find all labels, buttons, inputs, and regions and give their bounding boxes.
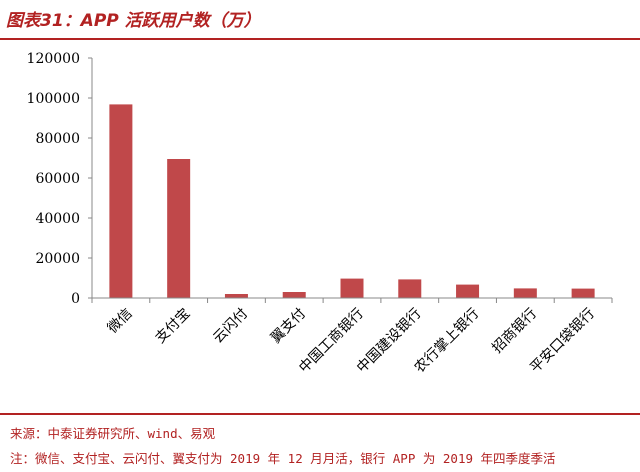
x-tick-label: 招商银行 <box>489 306 540 357</box>
x-tick-label: 支付宝 <box>152 306 193 347</box>
y-tick-label: 120000 <box>27 51 80 67</box>
y-tick-label: 40000 <box>35 211 80 227</box>
x-tick-label: 微信 <box>105 306 136 337</box>
title-divider <box>0 38 640 40</box>
bar-1 <box>109 104 133 299</box>
bar-7 <box>456 284 480 298</box>
bar-6 <box>398 279 422 298</box>
bar-chart: 0 20000 40000 60000 80000 100000 120000 微信 支付宝云… <box>27 51 613 376</box>
y-axis: 0 20000 40000 60000 80000 100000 120000 <box>27 51 93 307</box>
bars <box>109 104 595 299</box>
bar-5 <box>340 278 364 298</box>
bar-3 <box>224 294 248 298</box>
y-tick-label: 80000 <box>35 131 80 147</box>
x-tick-label: 云闪付 <box>210 306 251 347</box>
bar-2 <box>167 159 191 298</box>
y-tick-label: 60000 <box>35 171 80 187</box>
footnote: 注：微信、支付宝、云闪付、翼支付为 2019 年 12 月月活，银行 APP 为… <box>10 451 556 466</box>
y-tick-label: 100000 <box>27 91 80 107</box>
y-tick-label: 0 <box>71 291 80 307</box>
y-tick-label: 20000 <box>35 251 80 267</box>
x-tick-label: 翼支付 <box>268 306 309 347</box>
bar-9 <box>571 288 595 298</box>
footer-divider <box>0 413 640 415</box>
source-note: 来源：中泰证券研究所、wind、易观 <box>10 426 216 441</box>
bar-8 <box>513 288 537 298</box>
chart-title: 图表31：APP 活跃用户数（万） <box>6 11 261 31</box>
bar-4 <box>282 292 306 298</box>
